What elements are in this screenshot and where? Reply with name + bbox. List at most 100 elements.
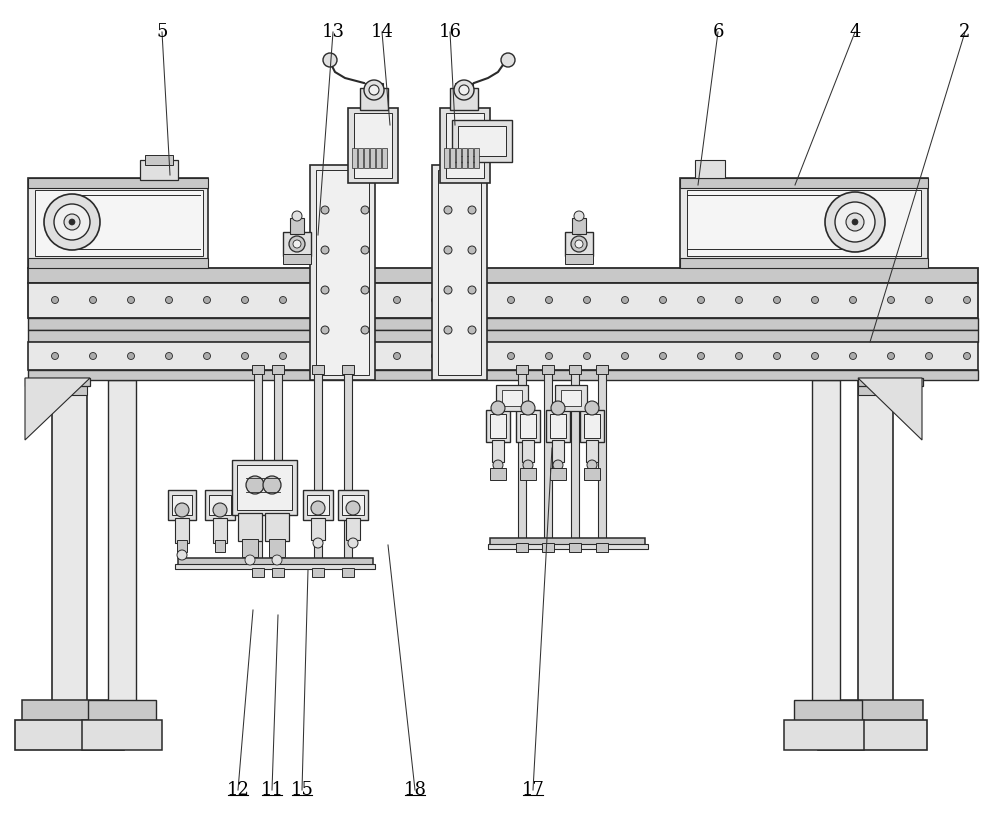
Circle shape [272,555,282,565]
Bar [108,380,136,720]
Bar [237,465,292,510]
Circle shape [523,460,533,470]
Bar [172,495,192,515]
Circle shape [812,296,818,304]
Bar [269,539,285,557]
Circle shape [926,296,932,304]
Bar [502,390,522,406]
Circle shape [551,401,565,415]
Circle shape [166,352,173,360]
Bar [178,558,373,566]
Circle shape [546,352,552,360]
Circle shape [289,236,305,252]
Bar [858,380,893,395]
Circle shape [846,213,864,231]
Circle shape [850,296,856,304]
Bar [215,540,225,552]
Bar [438,170,481,375]
Circle shape [470,296,477,304]
Bar [542,365,554,374]
Bar [205,490,235,520]
Circle shape [585,401,599,415]
Circle shape [280,352,287,360]
Circle shape [356,296,362,304]
Bar [450,148,455,168]
Circle shape [361,326,369,334]
Bar [458,126,506,156]
Bar [303,490,333,520]
Bar [310,165,375,380]
Circle shape [571,236,587,252]
Bar [565,254,593,264]
Bar [316,170,369,375]
Bar [140,160,178,180]
Circle shape [175,503,189,517]
Bar [858,380,893,720]
Circle shape [69,219,75,225]
Bar [342,568,354,577]
Bar [522,440,534,462]
Bar [520,414,536,438]
Bar [311,518,325,540]
Circle shape [888,296,895,304]
Circle shape [584,352,590,360]
Bar [550,468,566,480]
Bar [254,370,262,570]
Bar [274,370,282,570]
Text: 16: 16 [438,23,462,41]
Bar [584,414,600,438]
Circle shape [468,326,476,334]
Bar [828,700,923,725]
Circle shape [491,401,505,415]
Circle shape [318,296,324,304]
Text: 2: 2 [959,23,971,41]
Text: 14: 14 [371,23,393,41]
Bar [364,148,369,168]
Bar [88,700,156,725]
Bar [283,254,311,264]
Circle shape [292,211,302,221]
Circle shape [313,538,323,548]
Circle shape [926,352,932,360]
Bar [446,113,484,178]
Circle shape [321,246,329,254]
Bar [360,88,388,110]
Bar [344,370,352,570]
Bar [290,218,304,234]
Bar [52,380,87,720]
Text: 17: 17 [522,781,544,799]
Circle shape [52,352,58,360]
Bar [486,410,510,442]
Bar [490,468,506,480]
Circle shape [444,206,452,214]
Circle shape [356,352,362,360]
Bar [283,232,311,256]
Circle shape [293,240,301,248]
Bar [695,160,725,178]
Circle shape [311,501,325,515]
Bar [15,720,124,750]
Bar [354,113,392,178]
Circle shape [468,206,476,214]
Bar [272,568,284,577]
Circle shape [575,240,583,248]
Circle shape [964,352,970,360]
Circle shape [444,326,452,334]
Circle shape [493,460,503,470]
Bar [376,148,381,168]
Bar [450,88,478,110]
Bar [468,148,473,168]
Circle shape [508,296,514,304]
Bar [28,178,208,268]
Bar [28,342,978,370]
Bar [35,190,203,256]
Bar [680,178,928,268]
Circle shape [508,352,514,360]
Text: 15: 15 [291,781,313,799]
Bar [598,370,606,545]
Bar [586,440,598,462]
Text: 5: 5 [156,23,168,41]
Bar [596,365,608,374]
Bar [432,165,487,380]
Circle shape [246,476,264,494]
